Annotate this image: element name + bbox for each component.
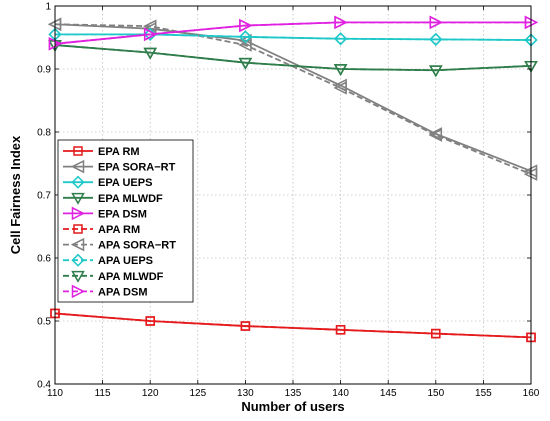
legend-label: EPA RM	[98, 146, 140, 158]
data-point-marker	[70, 159, 85, 174]
data-point-marker	[143, 27, 158, 42]
x-tick-label: 150	[427, 388, 444, 399]
data-point-marker	[333, 64, 348, 77]
y-tick-label: 0.4	[37, 380, 51, 391]
data-point-marker	[70, 237, 85, 252]
data-point-marker	[431, 328, 441, 339]
legend-entry: APA MLWDF	[63, 271, 164, 283]
legend-label: APA MLWDF	[98, 271, 164, 283]
y-tick-label: 0.8	[37, 128, 51, 139]
x-tick-label: 110	[47, 388, 63, 399]
data-point-marker	[335, 325, 346, 335]
x-tick-label: 155	[475, 388, 492, 399]
legend-entry: EPA DSM	[63, 206, 147, 221]
x-tick-label: 115	[95, 388, 111, 399]
x-tick-label: 160	[523, 388, 540, 399]
data-point-marker	[71, 192, 85, 205]
data-point-marker	[238, 57, 253, 70]
data-point-marker	[73, 224, 83, 234]
data-point-marker	[334, 15, 348, 30]
data-point-marker	[239, 18, 253, 33]
legend-entry: APA RM	[63, 224, 140, 236]
data-point-marker	[238, 30, 252, 44]
series-line	[55, 33, 532, 41]
data-point-marker	[143, 47, 157, 60]
data-point-marker	[71, 175, 85, 189]
legend: EPA RM EPA SORA−RT EPA UEPS EPA MLWDF EPA DS…	[57, 139, 194, 303]
legend-label: EPA DSM	[98, 208, 147, 220]
data-point-marker	[71, 270, 85, 283]
y-axis-label: Cell Fairness Index	[8, 135, 23, 254]
data-point-marker	[429, 15, 443, 30]
data-point-marker	[429, 32, 443, 46]
series-line	[54, 21, 531, 45]
legend-entry: APA DSM	[63, 284, 148, 299]
data-point-marker	[429, 65, 443, 78]
x-tick-label: 145	[380, 388, 397, 399]
y-tick-label: 0.5	[37, 317, 51, 328]
series-line	[54, 312, 532, 339]
x-tick-label: 125	[189, 388, 206, 399]
x-tick-label: 130	[237, 388, 254, 399]
legend-entry: APA UEPS	[63, 253, 153, 267]
legend-label: EPA UEPS	[98, 177, 152, 189]
data-point-marker	[240, 321, 251, 331]
y-tick-label: 1	[45, 2, 51, 13]
data-point-marker	[143, 27, 157, 41]
legend-entry: APA SORA−RT	[63, 237, 176, 252]
legend-label: APA UEPS	[98, 255, 153, 267]
legend-entry: EPA UEPS	[63, 175, 152, 189]
legend-label: APA SORA−RT	[98, 240, 176, 252]
y-tick-label: 0.6	[37, 254, 51, 265]
legend-label: APA DSM	[98, 286, 148, 298]
data-point-marker	[71, 253, 85, 267]
legend-entry: EPA MLWDF	[63, 193, 163, 205]
series-apa-ueps	[48, 27, 538, 47]
data-point-marker	[71, 284, 86, 299]
x-tick-label: 140	[332, 388, 349, 399]
x-tick-label: 120	[142, 388, 159, 399]
data-point-marker	[73, 146, 83, 156]
series-line	[54, 44, 532, 72]
ticks: 110 115 120 125 130 135 140 145 150 155 160 0.4 0.5 0…	[37, 2, 540, 400]
y-tick-label: 0.9	[37, 65, 51, 76]
data-point-marker	[334, 32, 348, 46]
data-point-marker	[71, 206, 86, 221]
legend-label: EPA MLWDF	[98, 193, 163, 205]
x-tick-label: 135	[285, 388, 302, 399]
data-point-marker	[145, 316, 155, 326]
legend-entry: EPA RM	[63, 146, 140, 158]
data-point-marker	[333, 81, 347, 95]
x-axis-label: Number of users	[241, 399, 344, 414]
legend-label: APA RM	[98, 224, 140, 236]
legend-label: EPA SORA−RT	[98, 162, 176, 174]
y-tick-label: 0.7	[37, 191, 51, 202]
data-point-marker	[428, 128, 443, 142]
series-line	[54, 23, 532, 172]
series-layer	[47, 15, 539, 343]
legend-entry: EPA SORA−RT	[63, 159, 176, 174]
